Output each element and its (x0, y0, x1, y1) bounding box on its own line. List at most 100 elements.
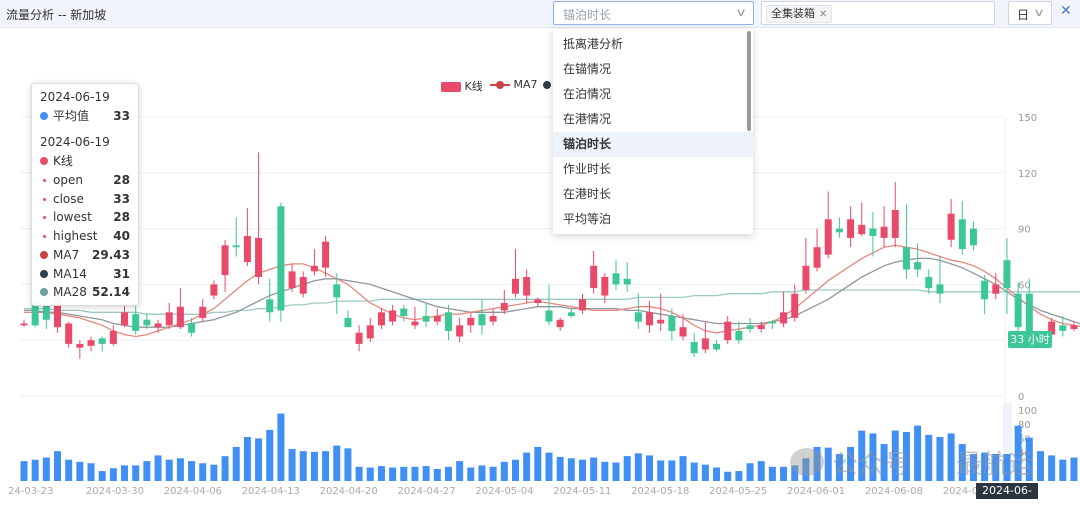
candle-body (757, 325, 765, 330)
volume-bar (1048, 455, 1056, 481)
volume-bar (981, 452, 989, 481)
watermark-text-2: 最航运 (956, 450, 1035, 480)
dropdown-scrollbar[interactable] (747, 31, 751, 131)
vessel-type-tag-label: 全集装箱 (771, 7, 815, 20)
watermark-text-1: 公众号 (832, 450, 911, 480)
volume-zoom-slider (1003, 403, 1012, 481)
volume-bar (433, 468, 441, 481)
dropdown-item[interactable]: 作业时长 (563, 162, 612, 176)
candle-body (243, 236, 251, 263)
candle-body (925, 276, 933, 289)
candle-body (389, 310, 397, 322)
ma28-dot-icon (40, 288, 48, 296)
kline-dot-icon (40, 157, 48, 165)
legend-ma7-icon (490, 81, 510, 89)
volume-bar (422, 466, 430, 481)
watermark: 公众号 最航运 (790, 444, 1050, 480)
period-select[interactable]: 日 ∨ (1008, 1, 1052, 25)
tooltip-highest-value: 40 (113, 229, 130, 243)
candle-body (947, 213, 955, 240)
volume-bar (165, 459, 173, 481)
candle-body (623, 278, 631, 285)
dropdown-item-selected[interactable]: 锚泊时长 (553, 132, 753, 157)
candle-body (802, 265, 810, 290)
tag-remove-icon[interactable]: ✕ (819, 9, 828, 20)
candle-body (511, 278, 519, 294)
candle-body (590, 265, 598, 289)
candle-body (456, 325, 464, 337)
candle-body (65, 323, 73, 344)
dropdown-item[interactable]: 在港情况 (563, 112, 612, 126)
volume-bar (210, 464, 218, 481)
ma14-line (24, 257, 1080, 328)
legend-item-kline[interactable]: K线 (441, 78, 483, 94)
close-icon[interactable]: ✕ (1060, 3, 1072, 19)
volume-bar (1036, 451, 1044, 481)
y-tick-label: 60 (1018, 280, 1031, 291)
vessel-type-select[interactable]: 全集装箱 ✕ (761, 1, 995, 25)
candle-body (914, 262, 922, 270)
dropdown-item[interactable]: 在锚情况 (563, 62, 612, 76)
candle-body (154, 323, 162, 328)
legend-item-ma14[interactable] (541, 78, 553, 91)
tooltip-open-label: open (53, 173, 83, 187)
x-tick-label: 2024-04-13 (242, 486, 300, 497)
tooltip-ma14-label: MA14 (53, 267, 87, 281)
volume-bar (467, 467, 475, 481)
candle-body (500, 303, 508, 311)
volume-bar (310, 451, 318, 481)
candle-body (858, 224, 866, 235)
candle-body (556, 319, 564, 328)
candle-body (400, 308, 408, 317)
metric-select[interactable]: 锚泊时长 ∨ (553, 1, 754, 25)
tooltip-ma28-value: 52.14 (92, 285, 130, 299)
candle-body (366, 325, 374, 339)
volume-bar (322, 451, 330, 481)
candle-body (791, 293, 799, 318)
candle-body (1025, 293, 1033, 333)
candle-body (422, 316, 430, 322)
candle-body (333, 284, 341, 298)
ma14-dot-icon (40, 270, 48, 278)
volume-bar (199, 463, 207, 481)
candle-body (724, 321, 732, 341)
volume-bar (76, 461, 84, 481)
candle-body (869, 228, 877, 237)
volume-bar (891, 430, 899, 481)
candle-body (288, 271, 296, 289)
candle-body (478, 314, 486, 326)
dropdown-item[interactable]: 抵离港分析 (563, 37, 624, 51)
candle-body (98, 338, 106, 344)
volume-bar (121, 465, 129, 481)
candle-body (188, 323, 196, 333)
dropdown-item[interactable]: 在港时长 (563, 187, 612, 201)
tooltip-lowest-label: lowest (53, 210, 92, 224)
x-tick-label: 2024-05-11 (553, 486, 611, 497)
candle-body (20, 323, 28, 326)
volume-bar (724, 471, 732, 481)
volume-bar (746, 463, 754, 481)
volume-bar (902, 432, 910, 481)
volume-bar (858, 430, 866, 481)
legend-item-ma7[interactable]: MA7 (490, 78, 538, 91)
candle-body (165, 312, 173, 326)
candle-body (377, 312, 385, 326)
volume-bar (1014, 425, 1022, 481)
x-tick-label: 2024-06-08 (865, 486, 923, 497)
volume-bar (478, 465, 486, 481)
tooltip-date: 2024-06-19 (40, 90, 110, 104)
x-tick-label: 2024-04-06 (164, 486, 222, 497)
volume-bar (668, 460, 676, 481)
tooltip-avg-label: 平均值 (53, 109, 90, 123)
volume-bar (1070, 457, 1078, 481)
volume-bar (791, 465, 799, 481)
volume-bar (969, 454, 977, 481)
tooltip-kline-row: K线 (40, 152, 130, 170)
top-bar: 流量分析 -- 新加坡 锚泊时长 ∨ 全集装箱 ✕ 日 ∨ ✕ (0, 0, 1080, 28)
small-dot-icon (43, 235, 46, 238)
candle-body (411, 321, 419, 326)
volume-bar (757, 461, 765, 481)
candle-body (701, 338, 709, 350)
dropdown-item[interactable]: 在泊情况 (563, 87, 612, 101)
dropdown-item[interactable]: 平均等泊 (563, 212, 612, 226)
